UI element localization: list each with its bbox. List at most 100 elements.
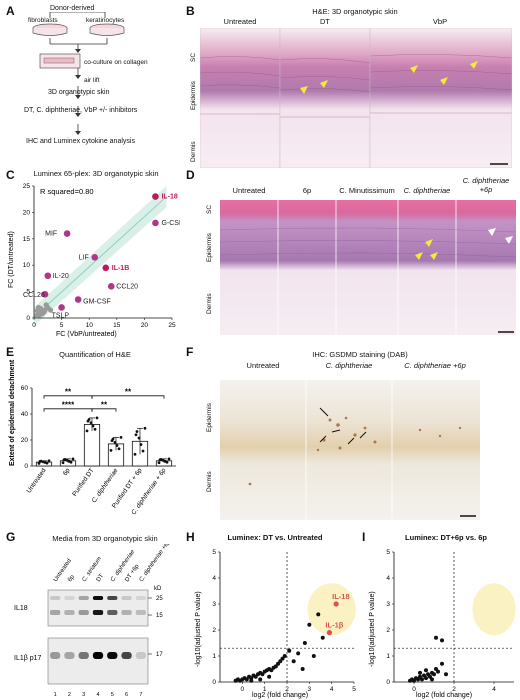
panel-e-datapoint [157, 461, 161, 465]
panel-i-ytick-label: 4 [386, 575, 390, 582]
panel-h-point [311, 654, 316, 658]
panel-a-schematic [32, 12, 125, 135]
skin-label: 3D organotypic skin [48, 89, 110, 96]
panel-i-point [444, 672, 448, 677]
panel-e-datapoint [158, 458, 162, 462]
panel-h-ylabel: -log10(adjusted P value) [195, 591, 202, 667]
panel-i-point [432, 672, 436, 677]
fibroblast-dish-icon [32, 23, 68, 36]
panel-i-point [434, 635, 438, 640]
panel-b-sc-label: SC [190, 52, 197, 62]
panel-e-datapoint [69, 460, 73, 464]
panel-e-ylabel: Extent of epidermal detachment [9, 359, 16, 466]
panel-f-column-headers: Untreated C. diphtheriae C. diphtheriae … [220, 359, 510, 379]
panel-f-title: IHC: GSDMD staining (DAB) [312, 350, 408, 359]
panel-h-point [296, 651, 301, 656]
panel-h-ytick-label: 1 [212, 653, 216, 660]
panel-g-band [50, 610, 61, 615]
panel-d-column-headers: Untreated 6p C. Minutissimum C. diphther… [220, 176, 515, 198]
panel-b-title: H&E: 3D organotypic skin [312, 7, 398, 16]
panel-c-scatter-chart: R squared=0.80 FC (DT/untreated) FC (VbP… [8, 183, 180, 338]
panel-c-point [74, 296, 82, 303]
panel-c-point-label: CCL26 [23, 292, 45, 299]
panel-e-ytick-label: 20 [21, 437, 29, 444]
panel-g-marker-15: 15 [156, 613, 163, 619]
panel-e-datapoint [167, 457, 171, 461]
panel-i-xtick-label: 0 [412, 686, 416, 693]
panel-h-point [291, 659, 296, 664]
keratinocyte-dish-icon [89, 23, 125, 36]
panel-e-datapoint [110, 439, 114, 443]
panel-e-sig-label: ** [65, 387, 72, 396]
panel-i-ylabel: -log10(adjusted P value) [369, 591, 376, 667]
panel-f-dermis-label: Dermis [206, 471, 213, 492]
panel-e-sig-label: **** [62, 400, 75, 409]
panel-g-band [121, 610, 132, 615]
keratinocytes-label: keratinocytes [86, 17, 125, 24]
panel-e-title: Quantification of H&E [59, 350, 131, 359]
panel-c-point-label: TSLP [52, 312, 70, 319]
panel-h-point [253, 674, 258, 679]
panel-g-band [50, 652, 61, 659]
panel-i-xtick-label: 4 [492, 686, 496, 693]
panel-i-ytick-label: 3 [386, 601, 390, 608]
panel-h-ytick-label: 0 [212, 679, 216, 686]
panel-c-ytick-label: 25 [23, 183, 31, 190]
panel-g-marker-25: 25 [156, 596, 163, 602]
panel-h-point [316, 612, 321, 617]
panel-d-col-4: C. diphtheriae [403, 186, 451, 195]
panel-c-rsq: R squared=0.80 [40, 187, 94, 196]
panel-c-xtick-label: 20 [141, 322, 149, 329]
panel-h-point [273, 664, 278, 669]
panel-h-ytick-label: 3 [212, 601, 216, 608]
panel-h-point [302, 641, 307, 645]
panel-d-col-3: C. Minutissimum [339, 186, 395, 195]
panel-b-column-headers: Untreated DT VbP [200, 17, 510, 27]
panel-e-ytick-label: 0 [24, 463, 28, 470]
panel-f-label: F [186, 345, 194, 359]
panel-h-point [244, 677, 249, 682]
panel-e-datapoint [61, 461, 65, 465]
fibroblasts-label: fibroblasts [28, 17, 58, 24]
panel-e-datapoint [109, 449, 113, 452]
panel-h-xtick-label: 4 [330, 686, 334, 693]
panel-e-datapoint [95, 416, 99, 420]
panel-e-label: E [6, 345, 15, 359]
panel-h-point [249, 678, 254, 683]
panel-g-band [92, 610, 104, 615]
panel-c-point-label: IL-1B [112, 265, 130, 272]
panel-g-lane-label: C. diphtheriae +6p [139, 544, 173, 583]
panel-g-band [107, 652, 118, 659]
panel-g-band [107, 610, 118, 615]
panel-f-arrows [319, 407, 367, 445]
panel-h-xtick-label: 5 [352, 686, 356, 693]
panel-e-datapoint [143, 426, 147, 430]
panel-e-ytick-label: 40 [21, 411, 29, 418]
panel-e-datapoint [117, 447, 121, 451]
panel-c-xtick-label: 0 [32, 322, 36, 329]
panel-c-point-label: MIF [45, 231, 57, 238]
panel-c-ytick-label: 0 [26, 315, 30, 322]
panel-h-point [280, 656, 285, 661]
panel-c-xtick-label: 10 [86, 322, 94, 329]
panel-f-ihc-images [220, 380, 480, 520]
panel-g-lane-label: DT [96, 573, 106, 583]
panel-i-point [420, 677, 424, 682]
panel-h-point [320, 635, 325, 640]
panel-h-xtick-label: 2 [285, 686, 289, 693]
panel-c-label: C [6, 168, 15, 182]
panel-h-point [278, 659, 283, 664]
panel-b-dermis-label: Dermis [190, 141, 197, 162]
panel-h-highlight-label: IL-1β [325, 621, 343, 630]
panel-e-datapoint [89, 421, 93, 425]
panel-c-xtick-label: 25 [168, 322, 176, 329]
panel-e-datapoint [133, 452, 137, 456]
panel-g-lane-number: 4 [96, 692, 99, 698]
panel-e-datapoint [134, 433, 138, 437]
panel-f-epidermis-label: Epidermis [206, 403, 213, 432]
panel-i-xtick-label: 2 [452, 686, 456, 693]
panel-d-white-arrows [488, 228, 513, 244]
panel-g-label: G [6, 530, 16, 544]
panel-i-point [440, 638, 444, 643]
panel-c-point [152, 193, 159, 200]
